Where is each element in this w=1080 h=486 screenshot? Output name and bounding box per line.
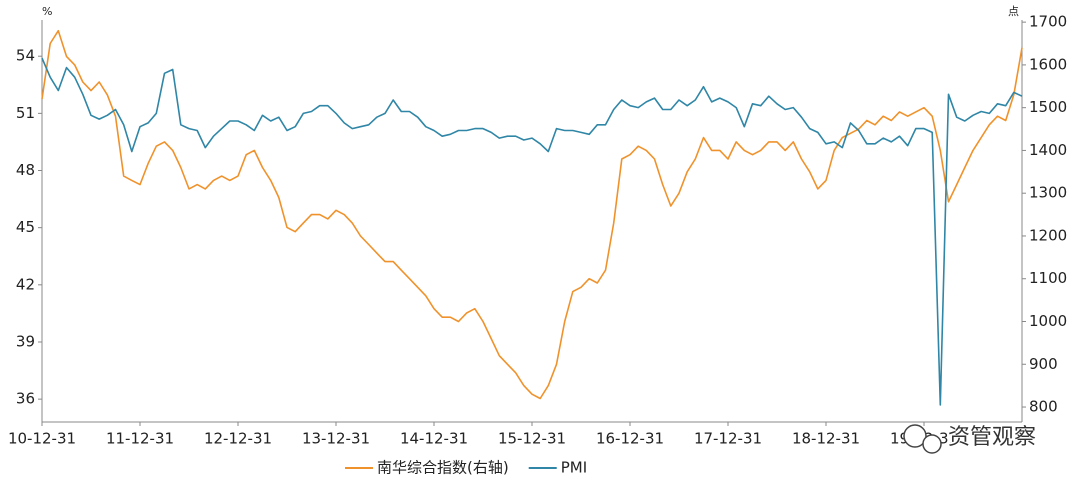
y-tick-label: 45	[16, 218, 35, 236]
y2-tick-label: 1600	[1029, 55, 1067, 73]
y-tick-label: 54	[16, 47, 35, 65]
watermark: 资管观察	[948, 425, 1036, 450]
y2-tick-label: 800	[1029, 398, 1058, 416]
x-tick-label: 11-12-31	[106, 430, 174, 448]
y-tick-label: 36	[16, 390, 35, 408]
y2-tick-label: 1500	[1029, 98, 1067, 116]
y2-tick-label: 900	[1029, 355, 1058, 373]
watermark-icon	[922, 434, 942, 454]
x-tick-label: 14-12-31	[400, 430, 468, 448]
x-tick-label: 17-12-31	[694, 430, 762, 448]
series-line	[41, 29, 1023, 400]
x-tick-label: 15-12-31	[498, 430, 566, 448]
x-tick-label: 18-12-31	[792, 430, 860, 448]
series-line	[41, 57, 1023, 406]
x-tick-label: 10-12-31	[8, 430, 76, 448]
y2-tick-label: 1300	[1029, 184, 1067, 202]
y2-tick-label: 1100	[1029, 269, 1067, 287]
y2-unit: 点	[1008, 5, 1019, 18]
x-tick-label: 12-12-31	[204, 430, 272, 448]
x-tick-label: 13-12-31	[302, 430, 370, 448]
y-tick-label: 39	[16, 332, 35, 350]
y-tick-label: 51	[16, 104, 35, 122]
x-tick-label: 16-12-31	[596, 430, 664, 448]
y2-tick-label: 1200	[1029, 226, 1067, 244]
legend-label: 南华综合指数(右轴)	[377, 459, 509, 477]
y2-tick-label: 1000	[1029, 312, 1067, 330]
y-tick-label: 48	[16, 161, 35, 179]
watermark-icon	[903, 424, 927, 448]
y-unit: %	[42, 5, 52, 18]
y2-tick-label: 1700	[1029, 13, 1067, 31]
y-tick-label: 42	[16, 275, 35, 293]
legend-label: PMI	[561, 459, 587, 477]
y2-tick-label: 1400	[1029, 141, 1067, 159]
